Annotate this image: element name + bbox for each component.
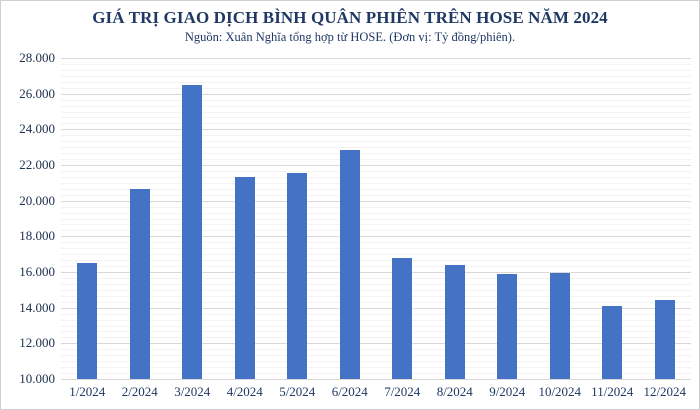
minor-gridline [61, 176, 691, 178]
minor-gridline [61, 289, 691, 291]
y-tick-label: 18.000 [19, 228, 55, 244]
x-axis: 1/2024 2/2024 3/2024 4/2024 5/2024 6/2024 7/20… [61, 384, 691, 402]
y-tick-label: 24.000 [19, 121, 55, 137]
major-gridline [61, 165, 691, 166]
minor-gridline [61, 188, 691, 190]
minor-gridline [61, 283, 691, 285]
x-tick-label: 9/2024 [489, 384, 526, 399]
y-tick-label: 10.000 [19, 371, 55, 386]
minor-gridline [61, 367, 691, 369]
chart-title: GIÁ TRỊ GIAO DỊCH BÌNH QUÂN PHIÊN TRÊN H… [92, 8, 608, 27]
minor-gridline [61, 313, 691, 315]
y-tick-label: 28.000 [19, 50, 55, 65]
y-tick-label: 22.000 [19, 157, 55, 172]
minor-gridline [61, 331, 691, 333]
minor-gridline [61, 141, 691, 143]
minor-gridline [61, 69, 691, 71]
minor-gridline [61, 325, 691, 327]
major-gridline [61, 58, 691, 59]
minor-gridline [61, 135, 691, 137]
minor-gridline [61, 373, 691, 375]
minor-gridline [61, 242, 691, 244]
minor-gridline [61, 224, 691, 226]
x-tick-label: 10/2024 [538, 384, 582, 399]
bar-4/2024 [234, 177, 255, 379]
y-tick-label: 12.000 [19, 335, 55, 351]
minor-gridline [61, 319, 691, 321]
minor-gridline [61, 230, 691, 232]
minor-gridline [61, 153, 691, 155]
major-gridline [61, 129, 691, 131]
minor-gridline [61, 63, 691, 65]
bar-10/2024 [549, 272, 570, 379]
y-tick-label: 26.000 [19, 85, 55, 101]
major-gridline [61, 93, 691, 95]
bar-8/2024 [444, 264, 465, 379]
x-tick-label: 4/2024 [226, 384, 263, 399]
chart-subtitle: Nguồn: Xuân Nghĩa tổng hợp từ HOSE. (Đơn… [184, 30, 516, 44]
minor-gridline [61, 218, 691, 220]
minor-gridline [61, 81, 691, 83]
minor-gridline [61, 361, 691, 363]
bar-6/2024 [339, 149, 360, 379]
bar-11/2024 [602, 305, 623, 379]
minor-gridline [61, 337, 691, 339]
major-gridline [61, 200, 691, 202]
minor-gridline [61, 248, 691, 250]
x-tick-label: 5/2024 [279, 384, 316, 399]
y-tick-label: 16.000 [19, 264, 55, 279]
minor-gridline [61, 105, 691, 107]
bar-2/2024 [129, 189, 150, 379]
major-gridline [61, 307, 691, 309]
x-tick-label: 12/2024 [643, 384, 687, 399]
x-tick-label: 8/2024 [436, 384, 473, 399]
minor-gridline [61, 75, 691, 77]
bar-7/2024 [392, 257, 413, 379]
major-gridline [61, 236, 691, 238]
minor-gridline [61, 87, 691, 89]
x-tick-label: 7/2024 [384, 384, 421, 399]
x-tick-label: 1/2024 [69, 384, 106, 399]
bar-9/2024 [497, 273, 518, 379]
minor-gridline [61, 206, 691, 208]
x-tick-label: 2/2024 [121, 384, 158, 399]
bar-12/2024 [654, 299, 675, 379]
x-tick-label: 11/2024 [591, 384, 634, 399]
major-gridline [61, 343, 691, 345]
minor-gridline [61, 212, 691, 214]
minor-gridline [61, 194, 691, 196]
bar-3/2024 [182, 84, 203, 379]
x-tick-label: 6/2024 [331, 384, 368, 399]
y-tick-label: 20.000 [19, 192, 55, 208]
minor-gridline [61, 260, 691, 262]
y-tick-label: 14.000 [19, 299, 55, 315]
bar-5/2024 [287, 173, 308, 379]
x-tick-label: 3/2024 [174, 384, 211, 399]
minor-gridline [61, 111, 691, 113]
minor-gridline [61, 277, 691, 279]
y-axis: 10.000 12.000 14.000 16.000 18.000 20.000 22.0… [1, 51, 55, 386]
major-gridline [61, 379, 691, 380]
plot-area [61, 58, 691, 380]
minor-gridline [61, 170, 691, 172]
bar-1/2024 [77, 263, 98, 379]
minor-gridline [61, 295, 691, 297]
minor-gridline [61, 182, 691, 184]
minor-gridline [61, 99, 691, 101]
minor-gridline [61, 301, 691, 303]
minor-gridline [61, 355, 691, 357]
minor-gridline [61, 147, 691, 149]
major-gridline [61, 272, 691, 273]
minor-gridline [61, 254, 691, 256]
minor-gridline [61, 123, 691, 125]
minor-gridline [61, 159, 691, 161]
minor-gridline [61, 266, 691, 268]
minor-gridline [61, 117, 691, 119]
minor-gridline [61, 349, 691, 351]
